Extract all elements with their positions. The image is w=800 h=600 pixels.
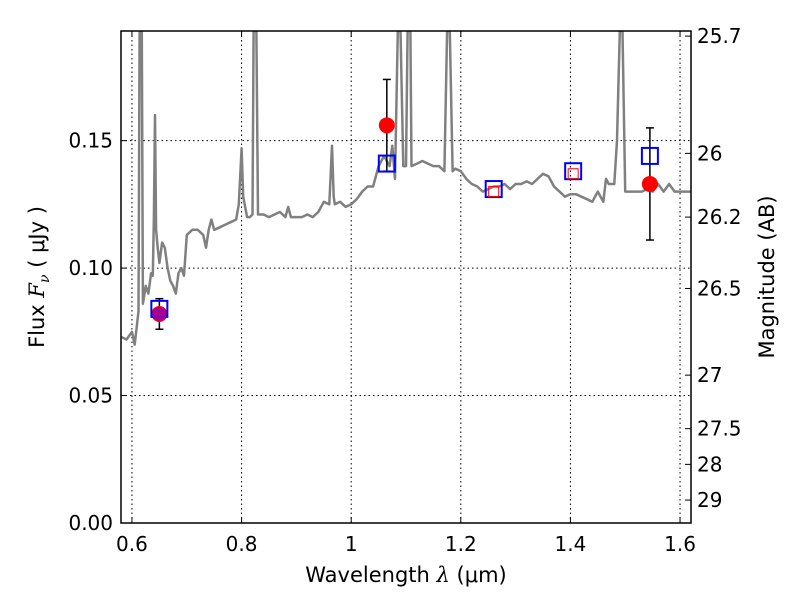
- small-square: [567, 168, 579, 180]
- x-tick-label: 1.4: [555, 532, 587, 556]
- spectrum-line: [121, 31, 691, 346]
- y-axis-ticks: 0.00 0.05 0.10 0.15: [68, 129, 127, 535]
- x-tick-label: 0.6: [116, 532, 148, 556]
- y2-tick-label: 27: [697, 363, 722, 387]
- y-tick-label: 0.00: [68, 511, 113, 535]
- model-square: [640, 146, 659, 165]
- y-tick-label: 0.05: [68, 384, 113, 408]
- y2-tick-label: 27.5: [697, 417, 742, 441]
- small-square: [488, 186, 500, 198]
- y2-tick-label: 26.2: [697, 205, 742, 229]
- data-point: [378, 117, 395, 134]
- x-axis-label: Wavelength λ (μm): [305, 563, 506, 587]
- y2-axis-label: Magnitude (AB): [755, 195, 779, 358]
- model-square: [564, 162, 583, 181]
- y2-tick-label: 28: [697, 452, 722, 476]
- x-axis-ticks: 0.6 0.8 1 1.2 1.4 1.6: [116, 31, 696, 556]
- y2-tick-label: 25.7: [697, 24, 742, 48]
- x-tick-label: 0.8: [226, 532, 258, 556]
- model-square: [377, 154, 396, 173]
- y2-tick-label: 29: [697, 488, 722, 512]
- plot-frame: [120, 30, 692, 524]
- y2-tick-label: 26: [697, 141, 722, 165]
- x-tick-label: 1.6: [664, 532, 696, 556]
- y2-tick-label: 26.5: [697, 276, 742, 300]
- overlap-point: [152, 306, 167, 321]
- grid-lines: [121, 31, 691, 523]
- y-axis-label: Flux Fν ( μJy ): [25, 206, 53, 348]
- plot-area: [121, 31, 691, 346]
- y-tick-label: 0.10: [68, 256, 113, 280]
- data-point: [641, 175, 658, 192]
- y2-axis-ticks: 25.7 26 26.2 26.5 27 27.5 28 29: [685, 24, 742, 512]
- x-tick-label: 1: [345, 532, 358, 556]
- x-tick-label: 1.2: [445, 532, 477, 556]
- y-tick-label: 0.15: [68, 129, 113, 153]
